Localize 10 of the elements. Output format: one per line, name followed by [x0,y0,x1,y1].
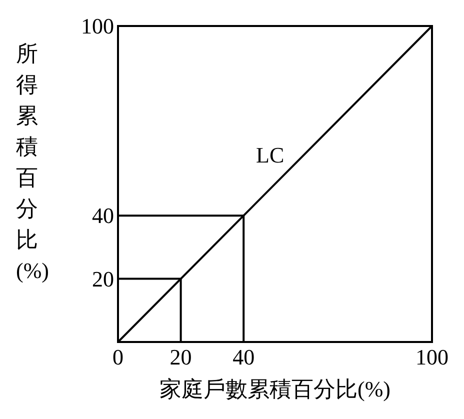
x-tick-label: 0 [112,344,124,370]
y-tick-label: 100 [81,14,114,38]
x-tick-label: 100 [416,344,448,370]
annotation: LC [256,142,284,168]
y-axis-title: 所得累積百分比(%) [16,41,49,283]
x-tick-label: 20 [170,344,192,370]
y-tick-label: 20 [92,266,114,292]
y-tick-label: 40 [92,203,114,228]
x-axis-title: 家庭戶數累積百分比(%) [160,376,390,402]
x-tick-label: 40 [232,344,255,370]
